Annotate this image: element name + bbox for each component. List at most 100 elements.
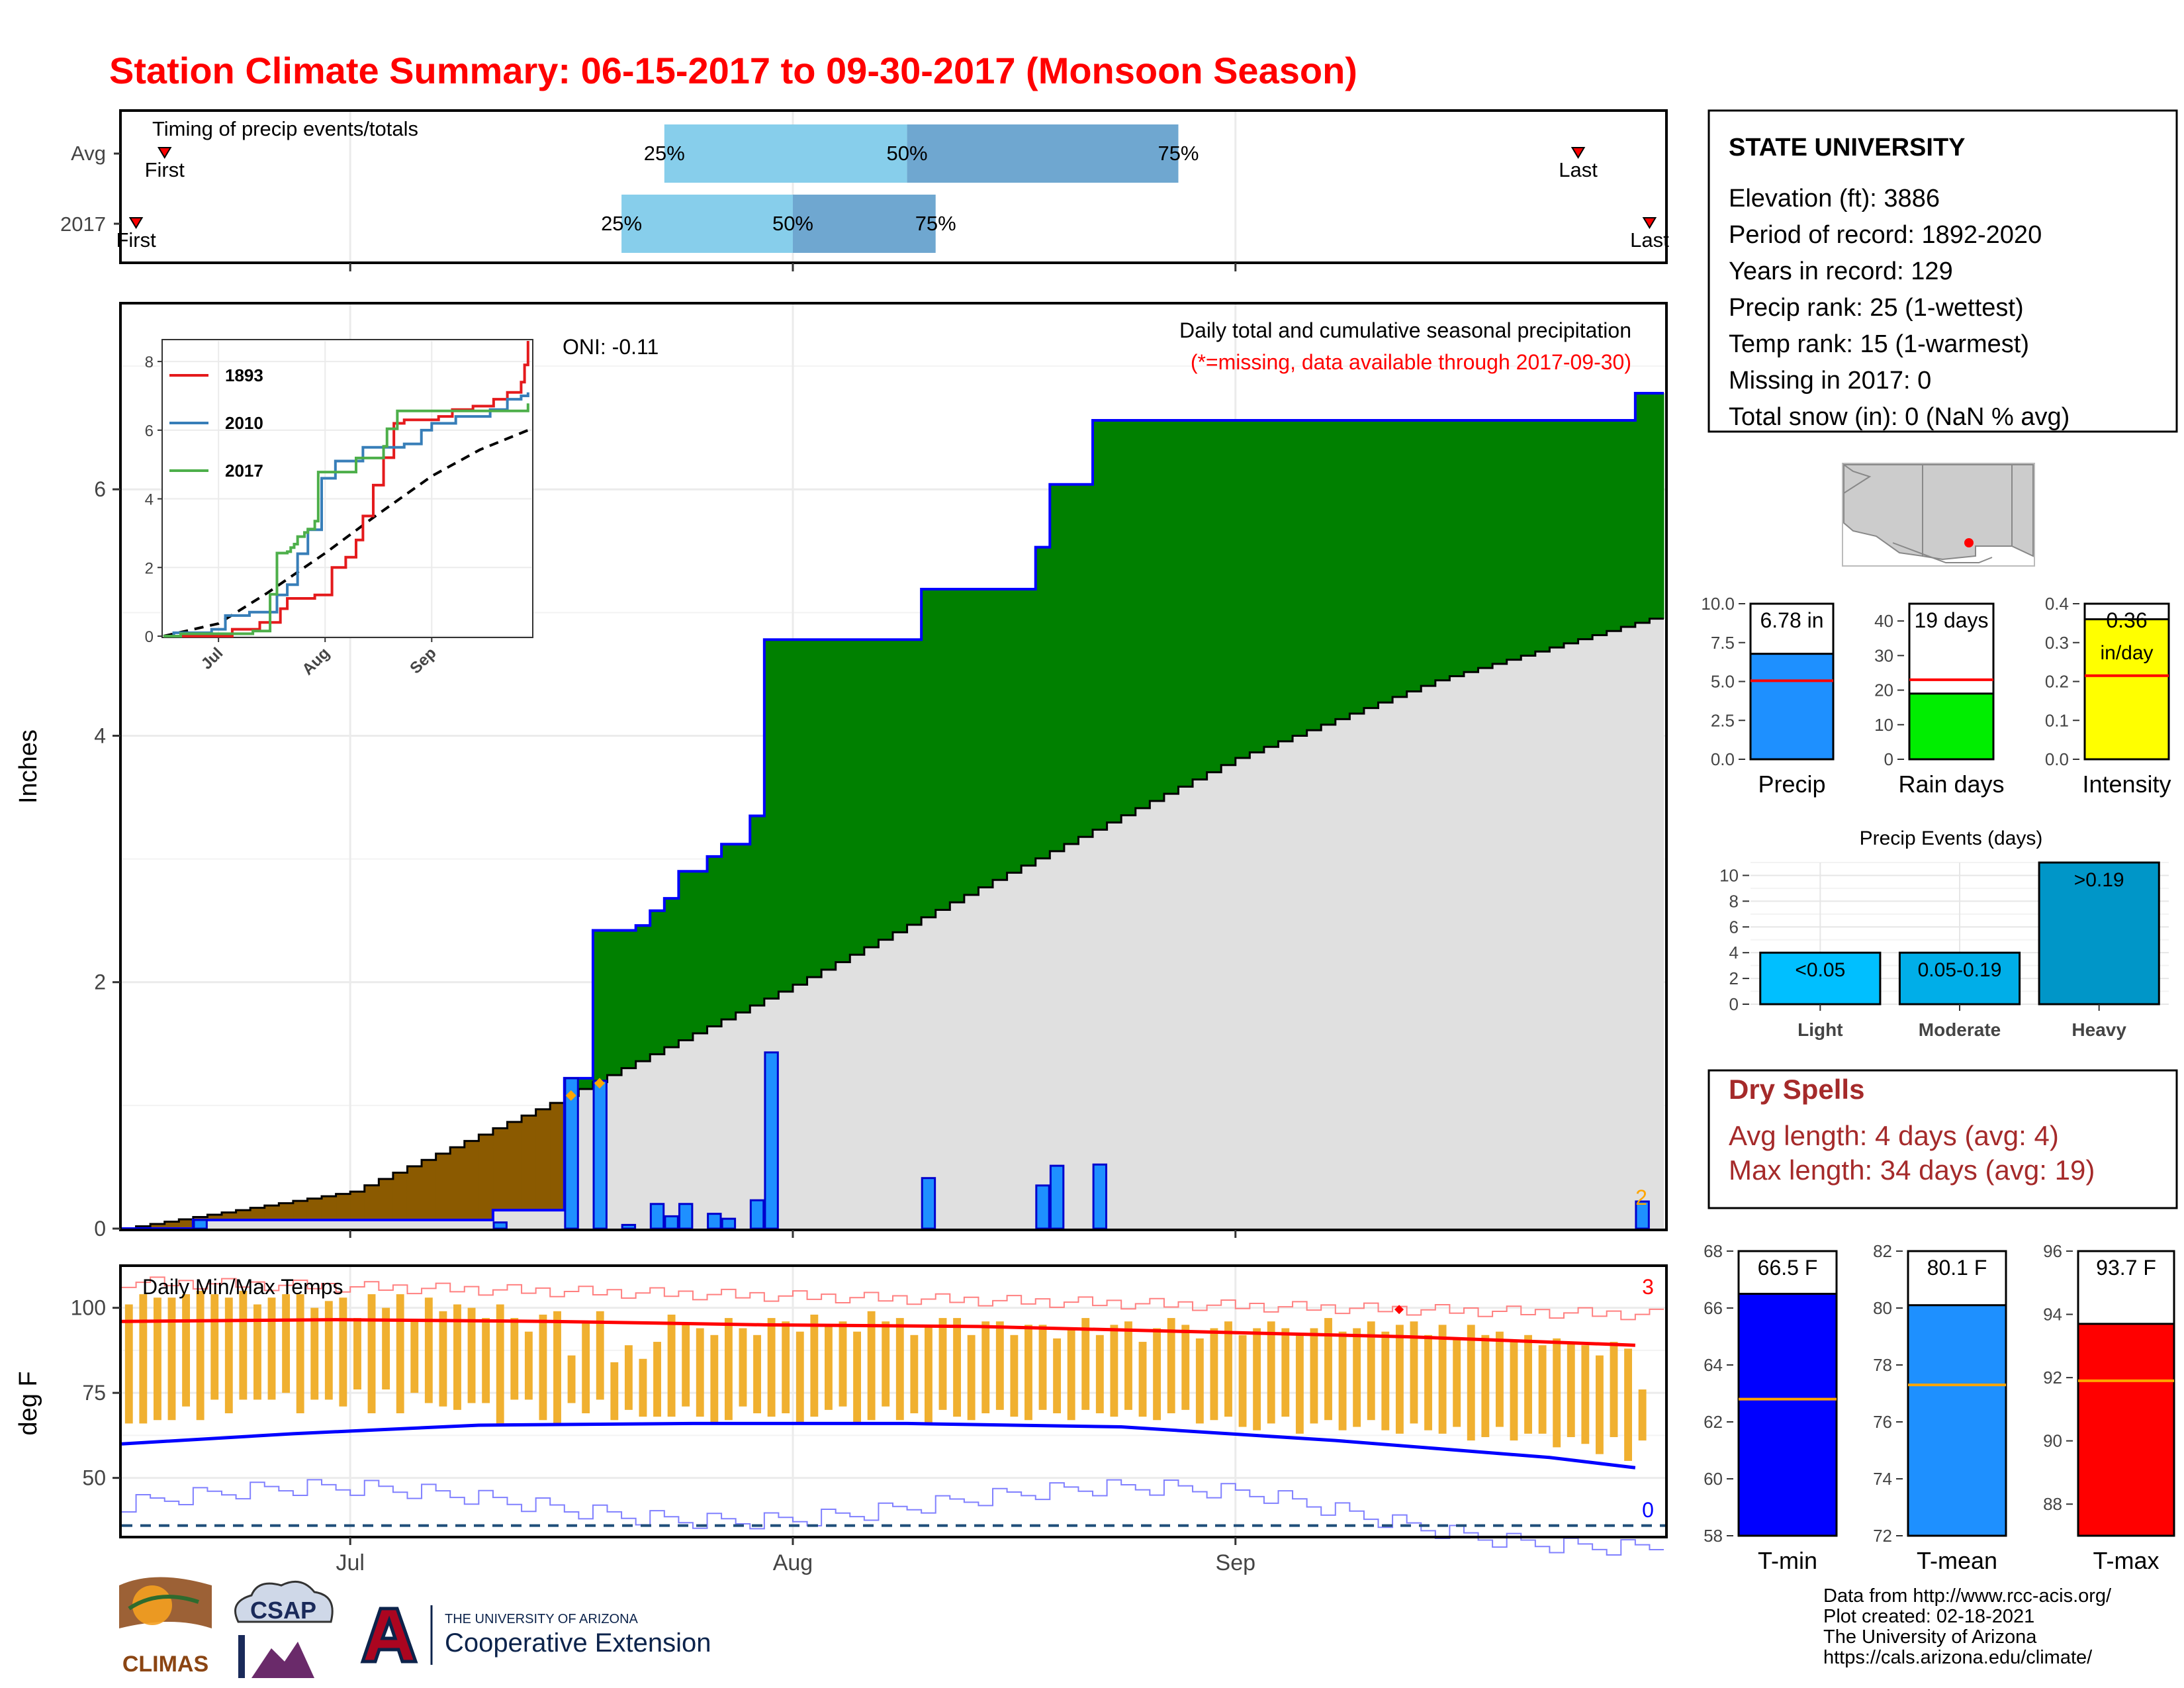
bar-ytick-label: 40: [1874, 611, 1893, 631]
dry-spells-box: Dry Spells Avg length: 4 days (avg: 4) M…: [1707, 1069, 2178, 1209]
events-ytick-label: 10: [1719, 865, 1739, 885]
daily-temp-bar: [339, 1297, 347, 1407]
bar-ytick-label: 0.0: [2045, 749, 2069, 769]
daily-temp-bar: [1281, 1328, 1290, 1417]
daily-temp-bar: [839, 1321, 847, 1407]
dry-spells-max: Max length: 34 days (avg: 19): [1729, 1154, 2095, 1186]
daily-temp-bar: [1410, 1321, 1418, 1424]
inset-frame: [161, 339, 533, 638]
daily-temp-bar: [1424, 1335, 1432, 1430]
daily-temp-bar: [267, 1297, 276, 1400]
bar-ytick-label: 82: [1873, 1241, 1892, 1261]
station-location-marker: [1964, 538, 1974, 547]
first-event-label: First: [116, 228, 156, 252]
record-low-count: 0: [1642, 1498, 1654, 1522]
daily-temp-bar: [867, 1311, 876, 1421]
normal-cumulative-line: [122, 618, 1664, 1230]
record-high-marker: [1394, 1305, 1404, 1315]
value-bar: [1737, 1293, 1838, 1537]
daily-temp-bar: [667, 1314, 676, 1417]
value-bar: [2077, 1323, 2175, 1537]
bar-value-label: 6.78 in: [1760, 608, 1823, 632]
daily-temp-bar: [296, 1294, 304, 1413]
climas-logo-text: CLIMAS: [122, 1652, 208, 1677]
daily-temp-bar: [1210, 1328, 1218, 1421]
daily-precip-bar: [921, 1177, 936, 1230]
inset-legend-label: 1893: [225, 365, 263, 385]
daily-temp-bar: [1081, 1318, 1090, 1410]
daily-temp-bar: [639, 1358, 647, 1417]
station-name: STATE UNIVERSITY: [1729, 134, 1966, 162]
station-precip-rank: Precip rank: 25 (1-wettest): [1729, 294, 2024, 322]
footer-source: Data from http://www.rcc-acis.org/: [1823, 1585, 2112, 1607]
footer: Data from http://www.rcc-acis.org/ Plot …: [119, 1577, 2112, 1678]
footer-created: Plot created: 02-18-2021: [1823, 1606, 2034, 1627]
map-border: [1892, 542, 1993, 563]
daily-temp-bar: [1195, 1338, 1204, 1424]
bar-value-label: 80.1 F: [1927, 1256, 1987, 1280]
first-event-marker: [157, 147, 172, 159]
dry-spells-frame: [1707, 1069, 2178, 1209]
event-bar-moderate: [1898, 951, 2021, 1006]
bar-ytick-label: 2.5: [1711, 710, 1735, 730]
daily-temp-bar: [1310, 1328, 1318, 1424]
daily-precip-bar: [707, 1213, 722, 1230]
daily-temp-bar: [224, 1297, 233, 1413]
bar-ytick-label: 74: [1873, 1469, 1892, 1489]
daily-temp-bar: [938, 1318, 947, 1410]
daily-precip-bar: [1049, 1164, 1065, 1230]
temp-ytick-label: 75: [82, 1381, 106, 1405]
timing-p25-label: 25%: [644, 142, 685, 165]
record-high-count: 3: [1642, 1275, 1654, 1299]
csap-cloud-icon: [234, 1580, 334, 1623]
inset-ytick-label: 2: [145, 559, 154, 577]
daily-temp-bar: [467, 1307, 476, 1403]
daily-temp-bar: [1481, 1335, 1490, 1437]
daily-temp-bar: [1610, 1342, 1618, 1437]
bar-ytick-label: 94: [2043, 1305, 2062, 1325]
bar-ytick-label: 5.0: [1711, 672, 1735, 692]
daily-precip-bar: [649, 1203, 665, 1230]
events-title: Precip Events (days): [1860, 827, 2043, 849]
event-bar-label: <0.05: [1795, 959, 1845, 981]
value-bar: [1907, 1304, 2007, 1537]
bar-category-label: Rain days: [1898, 771, 2004, 798]
daily-temp-bar: [1338, 1331, 1347, 1430]
events-category-label: Light: [1797, 1019, 1843, 1040]
precip-frame: [119, 302, 1668, 1231]
daily-temp-bar: [1238, 1335, 1247, 1427]
timing-bar-q2: [621, 195, 793, 253]
record-high-line: [122, 1276, 1664, 1321]
precip-ytick-label: 6: [94, 477, 106, 501]
footer-url: https://cals.arizona.edu/climate/: [1823, 1647, 2093, 1668]
daily-temp-bar: [1467, 1325, 1475, 1441]
csap-mountain-icon: [251, 1642, 314, 1678]
daily-temp-bar: [167, 1297, 176, 1421]
daily-temp-bar: [1153, 1328, 1161, 1421]
daily-temp-bar: [1167, 1318, 1175, 1413]
bar-ytick-label: 0.1: [2045, 710, 2069, 730]
daily-temp-bar: [1395, 1325, 1404, 1434]
events-category-label: Heavy: [2071, 1019, 2126, 1040]
temp-bar-t-min: 58 60 62 64 66 68 66.5 F T-min: [1704, 1241, 1838, 1574]
daily-precip-bar: [592, 1080, 608, 1230]
daily-temp-bar: [310, 1307, 319, 1400]
seasonal-bar-rain-days: 0 10 20 30 40 19 days Rain days: [1874, 602, 2005, 798]
inset-ytick-label: 0: [145, 628, 154, 646]
daily-temp-bar: [154, 1297, 161, 1421]
daily-temp-bar: [139, 1294, 148, 1424]
daily-temp-bar: [1067, 1328, 1075, 1421]
daily-temp-bar: [1138, 1342, 1147, 1417]
daily-temp-bar: [624, 1345, 633, 1410]
daily-temp-bar: [1181, 1325, 1190, 1410]
daily-temp-bar: [1510, 1342, 1518, 1441]
daily-temp-bar: [210, 1294, 219, 1400]
value-bar: [1908, 692, 1995, 761]
daily-temp-bar: [796, 1331, 804, 1424]
daily-temp-bar: [782, 1321, 790, 1413]
daily-temp-bar: [1353, 1328, 1361, 1427]
observed-cumulative-line: [122, 392, 1664, 1230]
timing-title: Timing of precip events/totals: [152, 117, 418, 140]
daily-temp-bar: [1524, 1335, 1532, 1434]
daily-precip-bar: [749, 1199, 765, 1230]
